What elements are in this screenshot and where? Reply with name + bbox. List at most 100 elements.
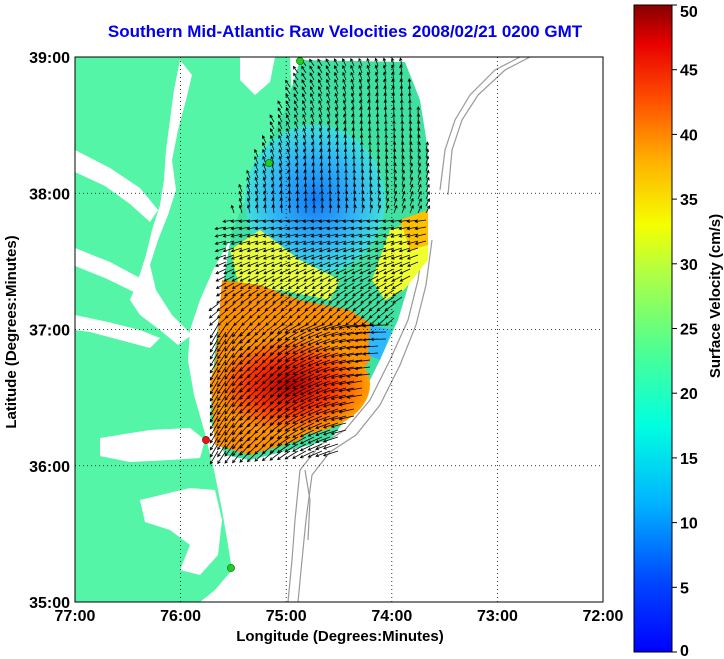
velocity-vector	[311, 282, 323, 289]
velocity-vector	[409, 148, 413, 158]
velocity-vector	[239, 450, 251, 463]
velocity-vector	[280, 303, 291, 312]
velocity-vector	[359, 120, 364, 130]
velocity-vector	[425, 183, 430, 193]
velocity-vector	[383, 268, 395, 275]
velocity-vector	[385, 169, 389, 179]
velocity-vector	[279, 197, 284, 207]
velocity-vector	[359, 275, 371, 282]
velocity-vector	[217, 422, 227, 437]
velocity-vector	[376, 148, 381, 158]
velocity-vector	[350, 57, 355, 67]
velocity-vector	[303, 183, 308, 193]
velocity-vector	[247, 289, 259, 297]
velocity-vector	[322, 408, 339, 415]
velocity-vector	[336, 197, 341, 207]
velocity-vector	[409, 169, 414, 179]
velocity-vector	[214, 254, 227, 260]
velocity-vector	[303, 275, 315, 282]
velocity-vector	[350, 226, 363, 231]
velocity-vector	[409, 190, 414, 200]
velocity-vector	[292, 338, 307, 347]
velocity-vector	[216, 303, 227, 312]
velocity-vector	[391, 78, 395, 88]
velocity-vector	[359, 127, 364, 137]
velocity-vector	[232, 373, 243, 387]
velocity-vector	[369, 183, 373, 193]
velocity-vector	[319, 134, 323, 144]
velocity-vector	[375, 106, 380, 116]
velocity-vector	[276, 394, 291, 404]
velocity-vector	[368, 148, 372, 158]
velocity-vector	[336, 296, 347, 304]
velocity-vector	[217, 415, 227, 430]
velocity-vector	[369, 197, 373, 207]
velocity-vector	[209, 345, 219, 360]
velocity-vector	[295, 275, 307, 282]
velocity-vector	[247, 275, 259, 282]
velocity-vector	[346, 331, 363, 336]
velocity-vector	[367, 85, 371, 95]
velocity-vector	[270, 240, 283, 245]
velocity-vector	[375, 261, 387, 267]
velocity-vector	[270, 128, 275, 137]
velocity-vector	[209, 317, 219, 326]
velocity-vector	[246, 233, 259, 238]
velocity-vector	[401, 169, 405, 179]
velocity-vector	[215, 289, 227, 297]
velocity-vector	[310, 134, 315, 144]
velocity-vector	[232, 303, 243, 312]
velocity-vector	[295, 268, 307, 275]
velocity-vector	[209, 436, 219, 451]
velocity-vector	[276, 338, 291, 348]
velocity-vector	[330, 331, 347, 337]
velocity-vector	[292, 387, 307, 396]
velocity-vector	[263, 197, 267, 207]
velocity-vector	[270, 226, 283, 231]
velocity-vector	[217, 408, 227, 423]
velocity-vector	[232, 345, 243, 359]
velocity-vector	[307, 373, 323, 381]
velocity-vector	[307, 408, 323, 416]
velocity-vector	[335, 275, 347, 282]
velocity-vector	[338, 380, 355, 386]
velocity-vector	[362, 345, 379, 349]
albemarle-sound	[100, 428, 205, 462]
velocity-vector	[425, 198, 430, 207]
velocity-vector	[277, 114, 283, 123]
velocity-vector	[292, 450, 307, 459]
velocity-vector	[328, 190, 332, 200]
velocity-vector	[345, 204, 349, 214]
velocity-vector	[262, 254, 275, 260]
velocity-vector	[224, 338, 235, 352]
velocity-vector	[248, 296, 259, 304]
velocity-vector	[276, 352, 291, 362]
velocity-vector	[302, 106, 307, 116]
velocity-vector	[320, 296, 331, 304]
velocity-vector	[409, 183, 414, 193]
velocity-vector	[315, 394, 331, 402]
velocity-vector	[366, 240, 379, 245]
velocity-vector	[299, 422, 315, 431]
velocity-vector	[284, 345, 299, 355]
velocity-vector	[391, 71, 395, 81]
velocity-vector	[374, 233, 387, 238]
velocity-vector	[299, 436, 315, 445]
velocity-vector	[368, 162, 373, 172]
velocity-vector	[230, 204, 235, 214]
velocity-vector	[302, 226, 315, 231]
velocity-vector	[417, 176, 422, 186]
velocity-vector	[376, 155, 381, 165]
velocity-vector	[294, 134, 299, 144]
velocity-vector	[254, 247, 267, 253]
colorbar-tick-label: 5	[680, 580, 689, 597]
velocity-vector	[303, 261, 315, 267]
velocity-vector	[417, 155, 422, 165]
x-tick-label: 77:00	[55, 608, 96, 625]
velocity-vector	[319, 148, 323, 158]
velocity-vector	[217, 387, 227, 402]
velocity-vector	[334, 240, 347, 245]
velocity-vector	[277, 107, 283, 116]
velocity-vector	[299, 443, 315, 452]
